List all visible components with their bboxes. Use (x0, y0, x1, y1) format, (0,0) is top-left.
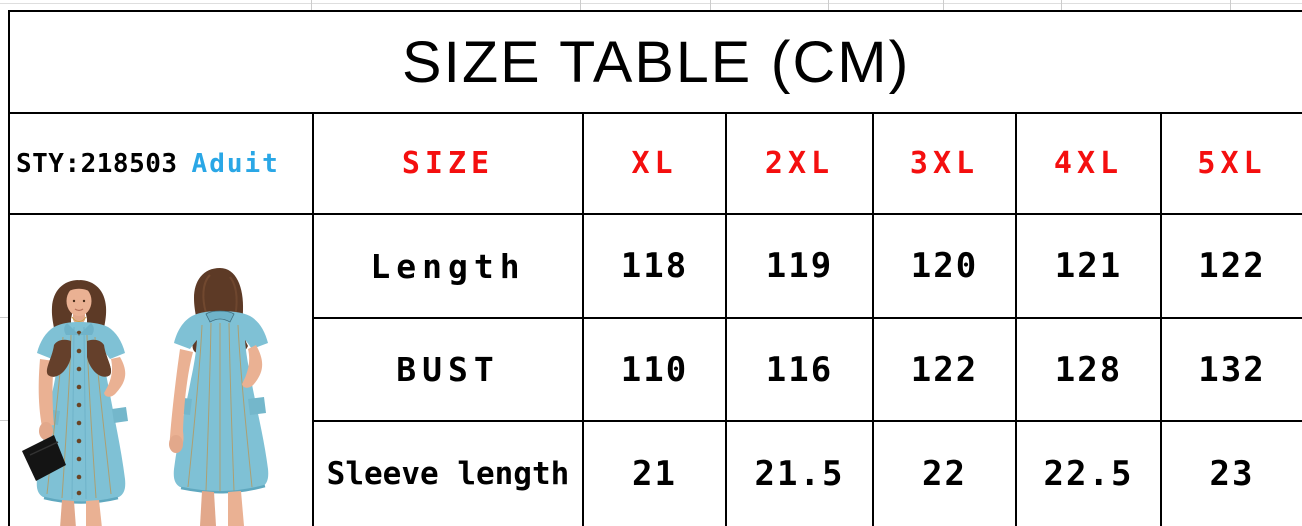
back-seam-stitches (187, 322, 253, 492)
back-fist-left (169, 435, 183, 453)
value-sleeve-2xl: 21.5 (727, 422, 874, 526)
header-cell-xl: XL (584, 114, 727, 215)
front-arm-right-on-hip (104, 357, 126, 397)
value-bust-3xl: 122 (874, 319, 1017, 422)
model-back-figure (169, 268, 269, 526)
grid-remnant-tick (828, 0, 829, 10)
grid-remnant-tick (1230, 0, 1231, 10)
back-arm-left (169, 349, 193, 450)
front-leg-right (86, 500, 102, 526)
value-length-2xl: 119 (727, 215, 874, 319)
front-hair-lock-right (87, 339, 112, 377)
grid-remnant-stub (0, 420, 9, 421)
title-cell: SIZE TABLE (CM) (10, 12, 1302, 114)
row-label-length: Length (314, 215, 584, 319)
front-mouth (74, 308, 84, 312)
front-clutch-bag (22, 435, 66, 481)
back-leg-left (200, 491, 216, 526)
row-label-sleeve-length: Sleeve length (314, 422, 584, 526)
grid-remnant-tick (580, 0, 581, 10)
front-face (66, 286, 92, 316)
value-bust-2xl: 116 (727, 319, 874, 422)
product-photos-cell (10, 215, 314, 526)
front-hem (43, 496, 119, 504)
value-length-4xl: 121 (1017, 215, 1162, 319)
style-number-cell: STY:218503 Aduit (10, 114, 314, 215)
front-eye-right (82, 299, 86, 303)
back-dress (173, 311, 269, 492)
back-arm-right-on-hip (242, 345, 263, 388)
back-collar (205, 310, 235, 323)
page-title: SIZE TABLE (CM) (401, 29, 911, 95)
back-pocket-right (248, 397, 266, 415)
value-sleeve-3xl: 22 (874, 422, 1017, 526)
front-pocket-right (112, 407, 128, 423)
value-sleeve-5xl: 23 (1162, 422, 1302, 526)
front-clutch-fold (29, 441, 59, 456)
front-leg-left (60, 500, 76, 526)
size-table: SIZE TABLE (CM) STY:218503 Aduit SIZE XL… (8, 10, 1302, 526)
row-label-bust: BUST (314, 319, 584, 422)
grid-remnant-tick (943, 0, 944, 10)
front-placket (71, 326, 75, 500)
front-collar-left (64, 323, 79, 335)
value-bust-xl: 110 (584, 319, 727, 422)
grid-remnant-stub (0, 317, 9, 318)
front-eye-left (72, 299, 76, 303)
front-hair-lock-left (46, 339, 71, 377)
front-placket (83, 326, 87, 500)
grid-remnant-line (0, 3, 1302, 4)
back-leg-right (228, 491, 244, 526)
header-cell-5xl: 5XL (1162, 114, 1302, 215)
value-sleeve-xl: 21 (584, 422, 727, 526)
header-cell-4xl: 4XL (1017, 114, 1162, 215)
grid-remnant-tick (710, 0, 711, 10)
back-hair-highlight (202, 274, 211, 314)
model-front-figure (22, 280, 128, 526)
value-bust-5xl: 132 (1162, 319, 1302, 422)
value-length-xl: 118 (584, 215, 727, 319)
grid-remnant-tick (311, 0, 312, 10)
front-buttons (76, 330, 82, 496)
header-cell-2xl: 2XL (727, 114, 874, 215)
value-length-3xl: 120 (874, 215, 1017, 319)
header-cell-3xl: 3XL (874, 114, 1017, 215)
front-collar-right (79, 323, 94, 335)
front-necklace (71, 316, 87, 322)
header-cell-size: SIZE (314, 114, 584, 215)
grid-remnant-tick (1061, 0, 1062, 10)
back-hem (180, 484, 266, 494)
value-length-5xl: 122 (1162, 215, 1302, 319)
fit-label: Aduit (191, 148, 280, 179)
value-sleeve-4xl: 22.5 (1017, 422, 1162, 526)
value-bust-4xl: 128 (1017, 319, 1162, 422)
front-hair-fringe (66, 281, 92, 294)
front-hand-left (39, 422, 53, 440)
style-number: STY:218503 (16, 148, 178, 179)
